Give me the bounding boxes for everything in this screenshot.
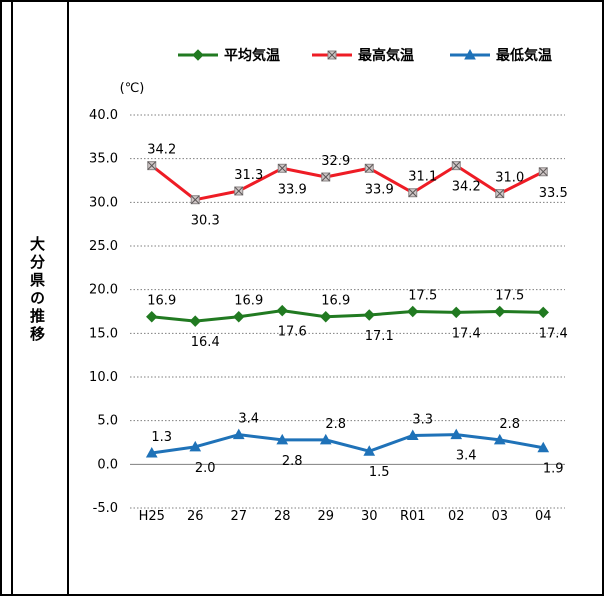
data-label: 16.4: [191, 335, 220, 350]
y-tick-label: -5.0: [93, 501, 118, 516]
data-point: [276, 304, 288, 317]
data-label: 17.5: [495, 289, 524, 304]
data-point: [363, 309, 375, 321]
data-label: 34.2: [147, 143, 176, 158]
data-point: [145, 446, 158, 458]
data-label: 30.3: [191, 214, 220, 229]
x-tick-label: 28: [274, 509, 291, 524]
data-point: [450, 428, 463, 440]
legend-label: 最低気温: [496, 47, 552, 64]
data-point: [406, 429, 419, 441]
data-label: 17.6: [278, 325, 307, 340]
data-point-cross: [277, 163, 287, 173]
data-point: [493, 433, 506, 445]
data-point: [494, 305, 506, 318]
data-point: [233, 311, 245, 323]
y-tick-label: 10.0: [89, 370, 118, 385]
data-label: 31.3: [234, 168, 263, 183]
data-point: [450, 306, 462, 319]
data-point: [189, 315, 201, 327]
data-label: 33.9: [365, 182, 394, 197]
data-label: 1.9: [543, 462, 564, 477]
x-tick-label: 26: [187, 509, 204, 524]
data-point: [537, 441, 550, 453]
legend-label: 最高気温: [358, 47, 414, 64]
y-tick-label: 35.0: [89, 152, 118, 167]
data-label: 2.0: [195, 461, 216, 476]
data-point-cross: [495, 189, 505, 198]
data-point-cross: [234, 186, 244, 196]
data-point-cross: [321, 172, 331, 182]
data-label: 34.2: [452, 180, 481, 195]
x-tick-label: R01: [400, 509, 426, 524]
legend-marker: [464, 48, 476, 60]
y-tick-label: 15.0: [89, 326, 118, 341]
data-label: 17.4: [539, 326, 568, 341]
data-label: 16.9: [321, 294, 350, 309]
series-line-1: [150, 164, 544, 202]
y-tick-label: 30.0: [89, 195, 118, 210]
data-label: 3.3: [412, 413, 433, 428]
region-label: 大分県の推移: [28, 236, 46, 344]
data-point: [276, 433, 289, 445]
data-label: 31.1: [408, 170, 437, 185]
data-point-cross: [451, 161, 461, 171]
data-label: 2.8: [499, 417, 520, 432]
x-tick-label: 30: [361, 509, 378, 524]
data-label: 1.5: [369, 465, 390, 480]
data-label: 32.9: [321, 154, 350, 169]
y-tick-label: 5.0: [97, 414, 118, 429]
data-label: 17.5: [408, 289, 437, 304]
data-label: 17.1: [365, 329, 394, 344]
data-point-cross: [364, 163, 374, 173]
x-tick-label: 04: [535, 509, 552, 524]
data-label: 31.0: [495, 171, 524, 186]
y-tick-label: 20.0: [89, 283, 118, 298]
y-tick-label: 40.0: [89, 108, 118, 123]
x-tick-label: 27: [230, 509, 247, 524]
data-point: [407, 305, 419, 318]
legend-marker: [192, 49, 204, 61]
x-tick-label: 29: [317, 509, 334, 524]
data-point: [232, 428, 245, 440]
data-point: [537, 306, 549, 319]
y-axis-unit-label: (℃): [120, 81, 145, 96]
data-point: [189, 440, 202, 452]
data-label: 3.4: [238, 412, 259, 427]
data-label: 33.9: [278, 182, 307, 197]
data-label: 1.3: [151, 430, 172, 445]
data-point-cross: [147, 161, 157, 171]
data-point: [363, 445, 376, 456]
data-label: 33.5: [539, 186, 568, 201]
data-point: [320, 311, 332, 323]
data-point: [319, 433, 332, 445]
data-label: 16.9: [234, 294, 263, 309]
legend-marker-cross: [327, 50, 337, 60]
data-label: 2.8: [282, 454, 303, 469]
series-line-2: [151, 433, 544, 455]
data-label: 16.9: [147, 294, 176, 309]
x-tick-label: 02: [448, 509, 465, 524]
data-point-cross: [408, 188, 418, 198]
y-tick-label: 25.0: [89, 239, 118, 254]
data-label: 3.4: [456, 449, 477, 464]
x-tick-label: H25: [139, 509, 165, 524]
data-point-cross: [538, 167, 548, 177]
data-point: [146, 311, 158, 323]
data-point-cross: [190, 195, 200, 205]
data-label: 17.4: [452, 326, 481, 341]
y-tick-label: 0.0: [97, 457, 118, 472]
data-label: 2.8: [325, 417, 346, 432]
legend-label: 平均気温: [224, 47, 280, 64]
series-line-0: [151, 309, 544, 323]
x-tick-label: 03: [491, 509, 508, 524]
